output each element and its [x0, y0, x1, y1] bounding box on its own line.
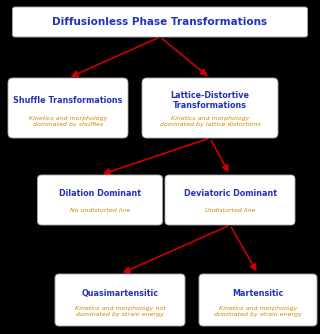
Text: Deviatoric Dominant: Deviatoric Dominant [183, 189, 276, 198]
FancyBboxPatch shape [8, 78, 128, 138]
Text: Kinetics and morphology
dominated by lattice distortions: Kinetics and morphology dominated by lat… [160, 116, 260, 127]
Text: Diffusionless Phase Transformations: Diffusionless Phase Transformations [52, 17, 268, 27]
FancyBboxPatch shape [55, 274, 185, 326]
Text: Quasimartensitic: Quasimartensitic [82, 289, 158, 298]
FancyBboxPatch shape [199, 274, 317, 326]
Text: No undistorted line: No undistorted line [70, 208, 130, 213]
Text: Kinetics and morphology
dominated by strain energy: Kinetics and morphology dominated by str… [214, 306, 302, 317]
Text: Kinetics and morphology not
dominated by strain energy: Kinetics and morphology not dominated by… [75, 306, 165, 317]
Text: Shuffle Transformations: Shuffle Transformations [13, 96, 123, 105]
FancyBboxPatch shape [142, 78, 278, 138]
Text: Kinetics and morphology
dominated by shuffles: Kinetics and morphology dominated by shu… [29, 116, 107, 127]
Text: Dilation Dominant: Dilation Dominant [59, 189, 141, 198]
FancyBboxPatch shape [12, 7, 308, 37]
Text: Lattice-Distortive
Transformations: Lattice-Distortive Transformations [171, 91, 250, 111]
Text: Martensitic: Martensitic [232, 289, 284, 298]
Text: Undistorted line: Undistorted line [205, 208, 255, 213]
FancyBboxPatch shape [165, 175, 295, 225]
FancyBboxPatch shape [37, 175, 163, 225]
